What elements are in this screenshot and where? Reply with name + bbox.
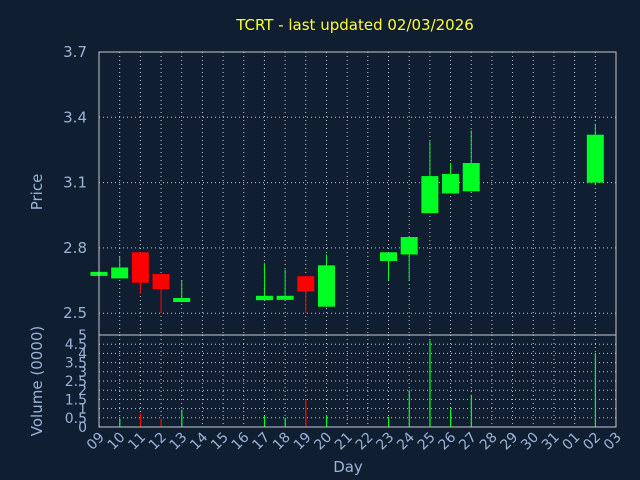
candle-body	[131, 252, 149, 283]
volume-tick-label: 3.5	[65, 356, 87, 372]
volume-bar	[594, 353, 597, 427]
volume-bar	[263, 415, 266, 427]
volume-tick-label: 3	[78, 365, 87, 381]
volume-tick-label: 5	[78, 328, 87, 344]
price-tick-label: 3.7	[63, 43, 87, 61]
volume-bar	[429, 340, 431, 427]
volume-tick-label: 2	[78, 383, 87, 399]
price-tick-label: 2.5	[63, 304, 87, 322]
volume-tick-labels: 00.511.522.533.544.55	[65, 328, 87, 436]
volume-tick-label: 4	[78, 346, 87, 362]
x-axis-label: Day	[333, 458, 363, 476]
volume-tick-label: 4.5	[65, 337, 87, 353]
price-tick-label: 3.1	[63, 174, 87, 192]
candles	[90, 123, 604, 314]
volume-bar	[450, 408, 452, 427]
volume-tick-label: 2.5	[65, 374, 87, 390]
volume-tick-label: 1	[78, 402, 87, 418]
volume-tick-label: 1.5	[65, 392, 87, 408]
candle-body	[297, 276, 315, 292]
volume-panel-frame	[98, 334, 617, 428]
candle-body	[421, 176, 439, 214]
volume-bar	[408, 390, 410, 427]
candle-body	[442, 173, 460, 194]
price-grid	[99, 52, 616, 335]
volume-bar	[160, 418, 162, 427]
volume-tick-label: 0.5	[65, 411, 87, 427]
volume-bar	[139, 413, 142, 427]
volume-bar	[388, 416, 390, 427]
price-panel-frame	[98, 51, 617, 336]
candle-body	[462, 163, 480, 192]
volume-bar	[470, 394, 472, 427]
volume-bars	[98, 340, 597, 427]
price-tick-labels: 2.5 2.8 3.1 3.4 3.7	[63, 43, 87, 322]
candle-body	[317, 265, 335, 307]
candle-body	[586, 134, 604, 183]
volume-tick-label: 0	[78, 420, 87, 436]
candle-body	[152, 274, 170, 290]
volume-bar	[325, 415, 328, 427]
candle-body	[173, 297, 191, 302]
volume-bar	[119, 418, 121, 427]
price-axis-label: Price	[28, 174, 46, 211]
volume-axis-label: Volume (0000)	[28, 326, 46, 436]
candle-body	[276, 295, 294, 300]
volume-bar	[305, 399, 307, 427]
candle-body	[400, 237, 418, 255]
volume-grid	[99, 335, 616, 427]
volume-bar	[284, 417, 286, 427]
price-tick-label: 2.8	[63, 239, 87, 257]
chart-title: TCRT - last updated 02/03/2026	[235, 16, 474, 34]
candle-body	[380, 252, 398, 261]
candle-body	[255, 295, 273, 301]
price-tick-label: 3.4	[63, 108, 87, 126]
x-tick-label: 03	[601, 430, 625, 454]
x-tick-labels: 0910111213141516171819202122232425262728…	[84, 429, 625, 453]
candle-body	[111, 267, 129, 279]
volume-bar	[181, 409, 183, 427]
